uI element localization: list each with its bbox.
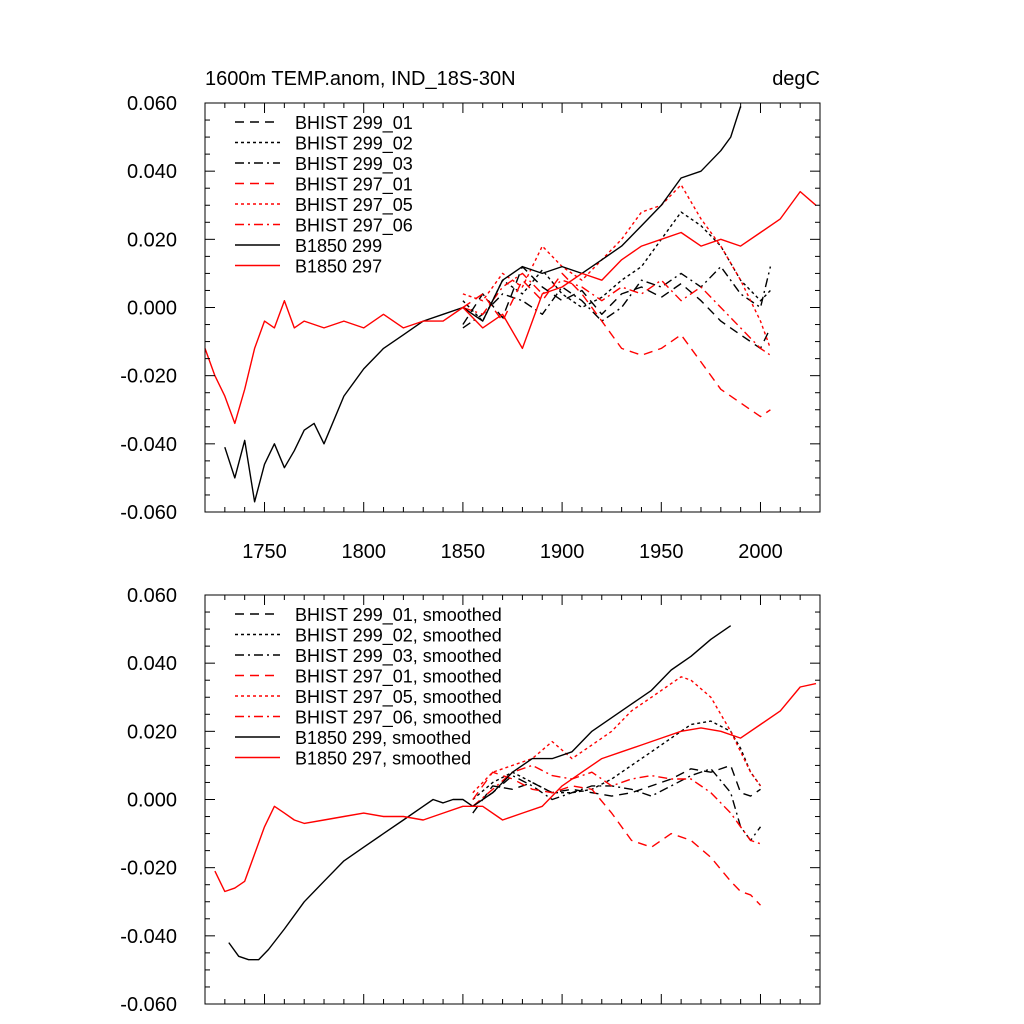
legend-label-8: B1850 297, smoothed xyxy=(295,749,471,769)
series-line-1 xyxy=(462,265,772,350)
legend-label-6: BHIST 297_06 xyxy=(295,216,413,237)
series-line-7 xyxy=(228,625,732,961)
y-tick-label: 0.000 xyxy=(127,298,177,320)
y-tick-label: -0.040 xyxy=(120,926,177,948)
series-line-6 xyxy=(472,764,761,845)
y-tick-label: 0.060 xyxy=(127,93,177,115)
y-tick-label: 0.020 xyxy=(127,229,177,251)
legend-label-2: BHIST 299_02, smoothed xyxy=(295,626,502,647)
y-tick-label: -0.020 xyxy=(120,858,177,880)
y-tick-label: 0.040 xyxy=(127,653,177,675)
x-tick-label: 1750 xyxy=(242,541,287,563)
series-line-6 xyxy=(462,272,771,356)
chart-units: degC xyxy=(772,68,820,90)
x-tick-label: 1900 xyxy=(540,541,585,563)
series-line-2 xyxy=(462,211,771,322)
chart-panel-2: -0.060 -0.040 -0.020 0.000 0.020 0.040 0.060 BH… xyxy=(120,585,821,1016)
legend-label-7: B1850 299, smoothed xyxy=(295,728,471,748)
legend-label-3: BHIST 299_03, smoothed xyxy=(295,646,502,667)
y-tick-label: -0.060 xyxy=(120,502,177,524)
y-tick-label: -0.020 xyxy=(120,366,177,388)
x-tick-label: 1800 xyxy=(341,541,386,563)
y-tick-label: 0.040 xyxy=(127,161,177,183)
legend-label-7: B1850 299 xyxy=(295,236,382,256)
series-line-4 xyxy=(462,272,771,418)
y-tick-label: 0.060 xyxy=(127,585,177,607)
legend-label-8: B1850 297 xyxy=(295,257,382,277)
chart-panel-1: 1750 1800 1850 1900 1950 2000 -0.060 -0.040 -0.0… xyxy=(120,68,821,563)
y-tick-label: 0.020 xyxy=(127,721,177,743)
legend-label-1: BHIST 299_01 xyxy=(295,113,413,134)
legend-label-1: BHIST 299_01, smoothed xyxy=(295,605,502,626)
legend-label-2: BHIST 299_02 xyxy=(295,134,413,155)
series-line-1 xyxy=(472,764,761,814)
legend-label-5: BHIST 297_05, smoothed xyxy=(295,687,502,708)
series-line-7 xyxy=(224,106,742,503)
legend-label-6: BHIST 297_06, smoothed xyxy=(295,708,502,729)
series-line-8 xyxy=(204,190,817,425)
series-line-3 xyxy=(472,768,762,842)
y-tick-label: 0.000 xyxy=(127,790,177,812)
series-line-5 xyxy=(462,184,772,349)
y-tick-label: -0.060 xyxy=(120,994,177,1016)
x-tick-label: 1950 xyxy=(639,541,684,563)
series-line-8 xyxy=(214,682,817,893)
chart-title: 1600m TEMP.anom, IND_18S-30N xyxy=(205,68,516,90)
legend-label-4: BHIST 297_01, smoothed xyxy=(295,667,502,688)
x-tick-label: 1850 xyxy=(441,541,486,563)
series-line-3 xyxy=(462,265,772,329)
y-tick-label: -0.040 xyxy=(120,434,177,456)
series-line-5 xyxy=(472,676,762,794)
legend-label-4: BHIST 297_01 xyxy=(295,175,413,196)
series-line-4 xyxy=(472,771,762,906)
x-tick-label: 2000 xyxy=(738,541,783,563)
legend-label-5: BHIST 297_05 xyxy=(295,195,413,216)
series-line-2 xyxy=(472,720,762,801)
legend-label-3: BHIST 299_03 xyxy=(295,154,413,175)
